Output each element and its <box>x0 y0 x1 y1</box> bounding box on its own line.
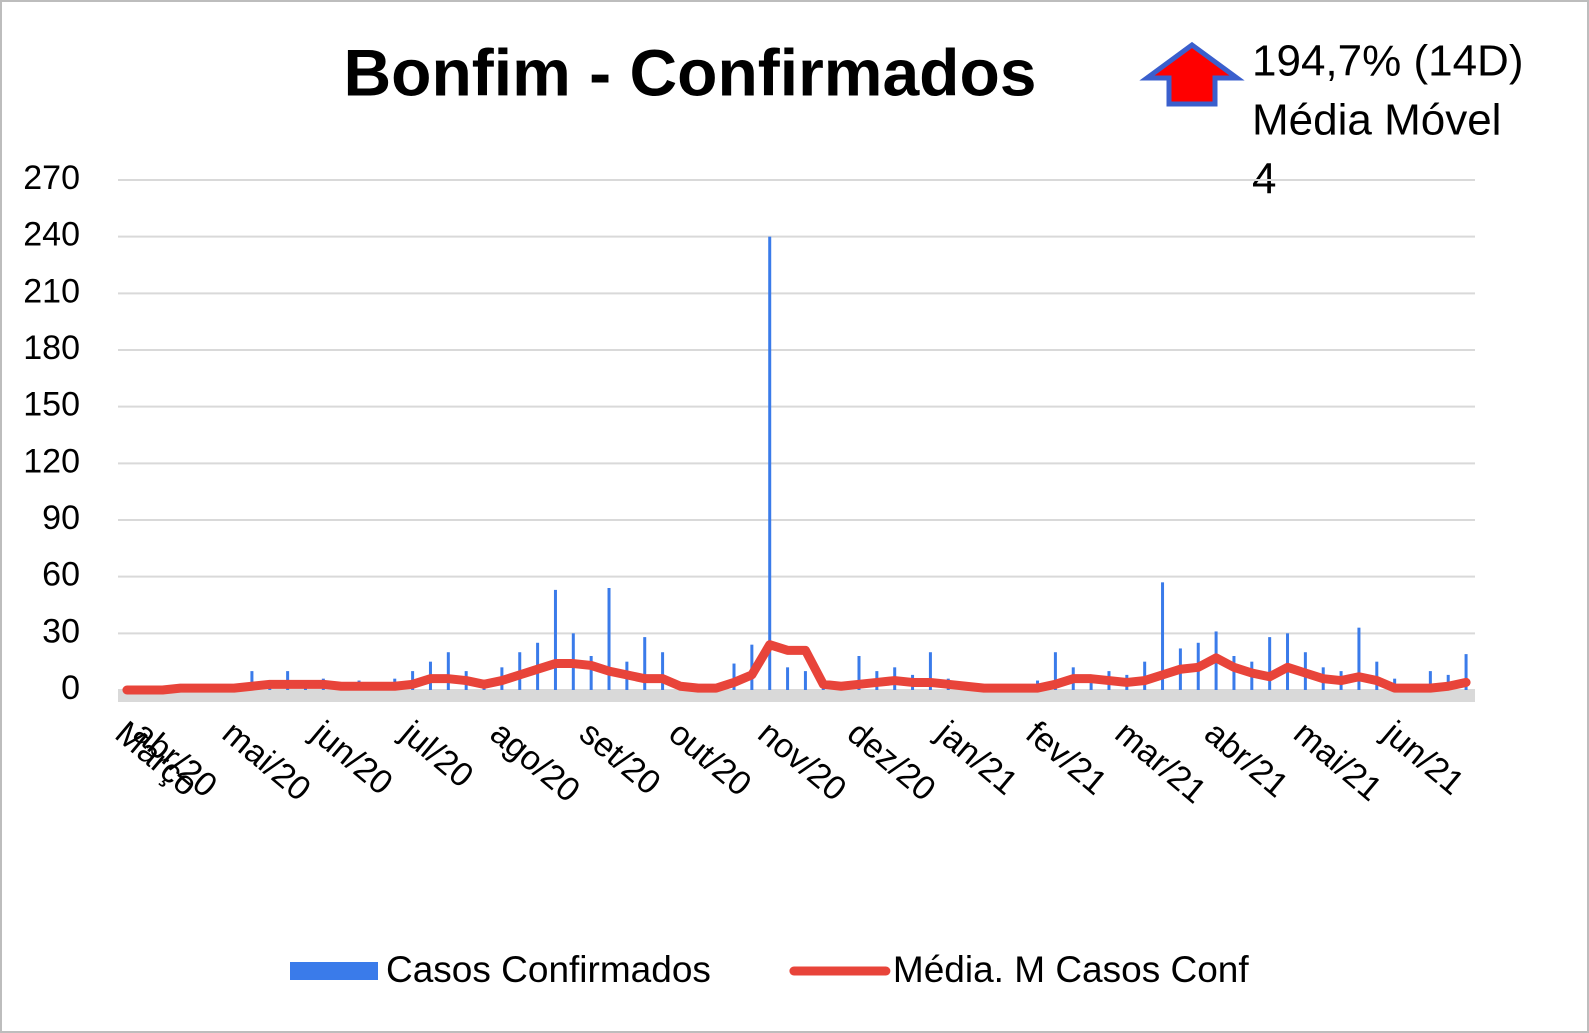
bar <box>250 671 254 690</box>
bar <box>1143 661 1147 690</box>
bar <box>732 663 736 690</box>
bar <box>786 667 790 690</box>
annotation-text: Média Móvel <box>1252 96 1501 145</box>
bar <box>661 652 665 690</box>
bar <box>803 671 807 690</box>
bar <box>1232 656 1236 690</box>
axis-band <box>118 690 1475 702</box>
bar <box>1428 671 1432 690</box>
y-tick-label: 210 <box>23 272 80 310</box>
y-tick-label: 180 <box>23 329 80 367</box>
bar <box>607 588 611 690</box>
bar <box>1464 654 1468 690</box>
bar <box>857 656 861 690</box>
y-tick-label: 60 <box>42 556 80 594</box>
y-tick-label: 90 <box>42 499 80 537</box>
trend-arrow <box>1139 41 1245 107</box>
bar <box>1286 633 1290 690</box>
bar <box>1357 627 1361 690</box>
bar <box>589 656 593 690</box>
y-tick-label: 150 <box>23 386 80 424</box>
annotation-text: 194,7% (14D) <box>1252 37 1523 86</box>
chart-title: Bonfim - Confirmados <box>344 35 1037 109</box>
bar <box>928 652 932 690</box>
legend: Casos Confirmados Média. M Casos Conf <box>290 949 1249 990</box>
bar <box>768 236 772 690</box>
bar <box>1375 661 1379 690</box>
y-tick-label: 0 <box>61 669 80 707</box>
y-tick-label: 30 <box>42 612 80 650</box>
bar <box>643 637 647 690</box>
legend-label: Média. M Casos Conf <box>893 949 1249 990</box>
y-tick-label: 270 <box>23 159 80 197</box>
line <box>122 640 1471 695</box>
y-tick-label: 240 <box>23 216 80 254</box>
y-tick-label: 120 <box>23 442 80 480</box>
bar <box>553 589 557 690</box>
bar <box>1053 652 1057 690</box>
legend-swatch <box>290 962 378 980</box>
bar <box>1161 582 1165 690</box>
legend-label: Casos Confirmados <box>386 949 711 990</box>
bar <box>1268 637 1272 690</box>
bar <box>446 652 450 690</box>
